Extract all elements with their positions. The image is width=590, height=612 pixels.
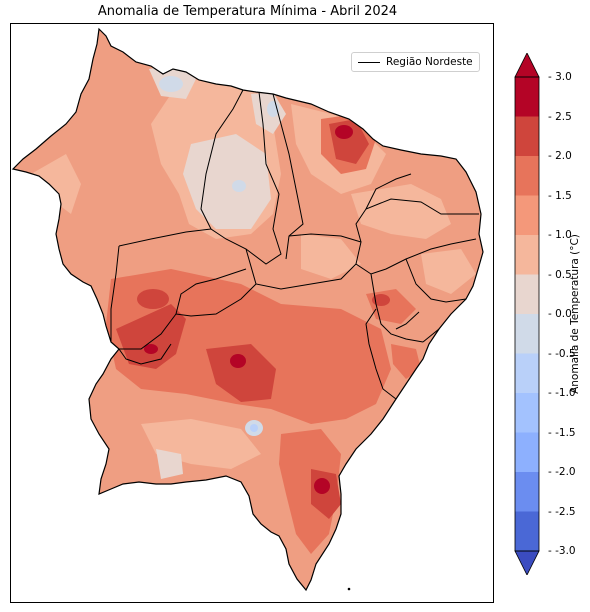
- legend-line-swatch: [358, 61, 380, 63]
- colorbar-tick-label: - 0.5: [548, 268, 572, 281]
- map-title: Anomalia de Temperatura Mínima - Abril 2…: [97, 4, 398, 19]
- colorbar-tick-label: - -2.0: [548, 466, 576, 478]
- colorbar-band: [515, 314, 539, 354]
- colorbar-tick-label: - -0.5: [548, 347, 576, 360]
- colorbar-frame: [514, 76, 540, 552]
- colorbar-tick-label: - 1.0: [548, 229, 572, 241]
- colorbar: [514, 53, 540, 575]
- colorbar-tick-label: - -1.5: [548, 426, 576, 439]
- colorbar-extend-min: [514, 550, 540, 575]
- colorbar-tick-label: - 1.5: [548, 189, 572, 202]
- map-svg: [11, 27, 484, 592]
- temperature-anomaly-field: [13, 29, 483, 590]
- colorbar-band: [515, 432, 539, 473]
- legend-label: Região Nordeste: [386, 56, 473, 68]
- colorbar-extend-max: [514, 53, 540, 78]
- colorbar-band: [515, 77, 539, 117]
- colorbar-tick-label: - 2.5: [548, 110, 572, 123]
- colorbar-band: [515, 116, 539, 157]
- map-legend: Região Nordeste: [351, 52, 480, 72]
- colorbar-band: [515, 274, 539, 315]
- colorbar-band: [515, 393, 539, 433]
- colorbar-band: [515, 156, 539, 196]
- state-borders: [110, 89, 479, 400]
- colorbar-band: [515, 235, 539, 275]
- colorbar-label: Anomalia de Temperatura (°C): [569, 234, 581, 394]
- colorbar-tick-label: - -3.0: [548, 545, 576, 557]
- colorbar-band: [515, 472, 539, 512]
- colorbar-band: [515, 195, 539, 236]
- map-area: Região Nordeste: [10, 23, 494, 603]
- region-outline: [11, 27, 484, 592]
- colorbar-tick-label: - 2.0: [548, 150, 572, 162]
- colorbar-tick-label: - 0.0: [548, 308, 572, 320]
- colorbar-tick-label: - -1.0: [548, 387, 576, 399]
- colorbar-band: [515, 353, 539, 394]
- colorbar-tick-label: - -2.5: [548, 505, 576, 518]
- colorbar-band: [515, 511, 539, 552]
- colorbar-tick-label: - 3.0: [548, 71, 572, 83]
